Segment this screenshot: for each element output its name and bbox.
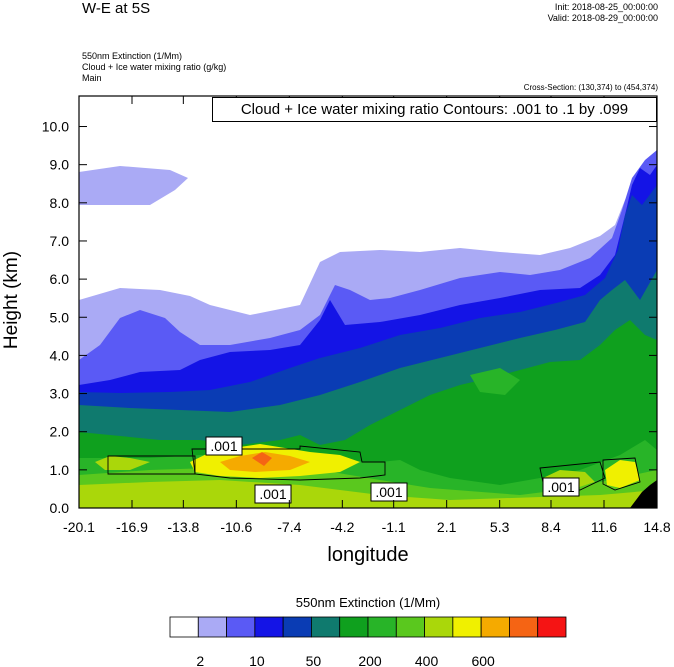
contour-label: .001: [259, 486, 286, 502]
x-tick-label: 5.3: [490, 519, 510, 535]
y-tick-label: 9.0: [50, 157, 70, 173]
y-tick-label: 0.0: [50, 500, 70, 516]
colorbar-swatch: [367, 616, 397, 638]
colorbar-label: 2: [196, 653, 204, 667]
contour-label-box: [254, 484, 292, 504]
contour-label: .001: [210, 438, 237, 454]
colorbar-swatch: [509, 616, 539, 638]
time-info: Init: 2018-08-25_00:00:00 Valid: 2018-08…: [548, 2, 658, 24]
colorbar-swatch: [169, 616, 199, 638]
colorbar-swatch: [395, 616, 425, 638]
x-tick-label: -16.9: [116, 519, 148, 535]
contour-label-box: [205, 436, 243, 456]
y-tick-label: 7.0: [50, 233, 70, 249]
x-tick-label: 14.8: [643, 519, 670, 535]
y-tick-label: 2.0: [50, 424, 70, 440]
x-tick-label: -10.6: [220, 519, 252, 535]
axes: -20.1 -16.9 -13.8 -10.6 -7.4 -4.2 -1.1 2.1 5.3 8.…: [42, 96, 671, 535]
field-label-mixing-ratio: Cloud + Ice water mixing ratio (g/kg): [82, 62, 227, 72]
contour-info-box: Cloud + Ice water mixing ratio Contours:…: [212, 97, 657, 122]
colorbar: 2 10 50 200 400 600: [169, 616, 567, 667]
colorbar-swatch: [197, 616, 227, 638]
contour-label-box: [542, 477, 580, 497]
valid-time: Valid: 2018-08-29_00:00:00: [547, 13, 658, 23]
colorbar-swatch: [339, 616, 369, 638]
field-label-extinction: 550nm Extinction (1/Mm): [82, 51, 183, 61]
colorbar-label: 600: [471, 653, 495, 667]
y-tick-label: 5.0: [50, 309, 70, 325]
colorbar-swatch: [480, 616, 510, 638]
contour-labels: .001 .001 .001 .001: [205, 436, 580, 504]
y-tick-label: 6.0: [50, 271, 70, 287]
colorbar-title: 550nm Extinction (1/Mm): [295, 595, 441, 610]
cross-section-label: Cross-Section: (130,374) to (454,374): [523, 83, 658, 92]
colorbar-swatch: [311, 616, 341, 638]
colorbar-label: 10: [249, 653, 265, 667]
y-tick-label: 3.0: [50, 386, 70, 402]
plot-frame: [78, 95, 658, 509]
x-tick-label: 8.4: [541, 519, 561, 535]
init-time: Init: 2018-08-25_00:00:00: [554, 2, 658, 12]
chart-title: W-E at 5S: [82, 0, 151, 17]
x-axis-label: longitude: [327, 544, 409, 566]
x-tick-label: -20.1: [63, 519, 95, 535]
x-tick-label: 2.1: [437, 519, 457, 535]
y-tick-label: 4.0: [50, 347, 70, 363]
y-tick-label: 8.0: [50, 195, 70, 211]
colorbar-swatch: [537, 616, 567, 638]
x-tick-label: 11.6: [591, 519, 617, 535]
x-tick-label: -4.2: [330, 519, 354, 535]
contour-label: .001: [375, 484, 402, 500]
contour-label: .001: [547, 479, 574, 495]
mixing-ratio-contours: [107, 445, 641, 493]
colorbar-swatch: [254, 616, 284, 638]
x-tick-label: -1.1: [382, 519, 406, 535]
colorbar-swatch: [424, 616, 454, 638]
x-tick-label: -7.4: [277, 519, 301, 535]
colorbar-swatch: [226, 616, 256, 638]
y-tick-label: 1.0: [50, 462, 70, 478]
colorbar-label: 50: [306, 653, 322, 667]
extinction-field: [79, 96, 657, 508]
contour-label-box: [370, 482, 408, 502]
colorbar-label: 200: [358, 653, 382, 667]
colorbar-swatch: [282, 616, 312, 638]
field-label-main: Main: [82, 73, 102, 83]
x-tick-label: -13.8: [167, 519, 199, 535]
colorbar-label: 400: [415, 653, 439, 667]
colorbar-swatch: [452, 616, 482, 638]
y-axis-label: Height (km): [1, 250, 22, 350]
y-tick-label: 10.0: [42, 119, 69, 135]
